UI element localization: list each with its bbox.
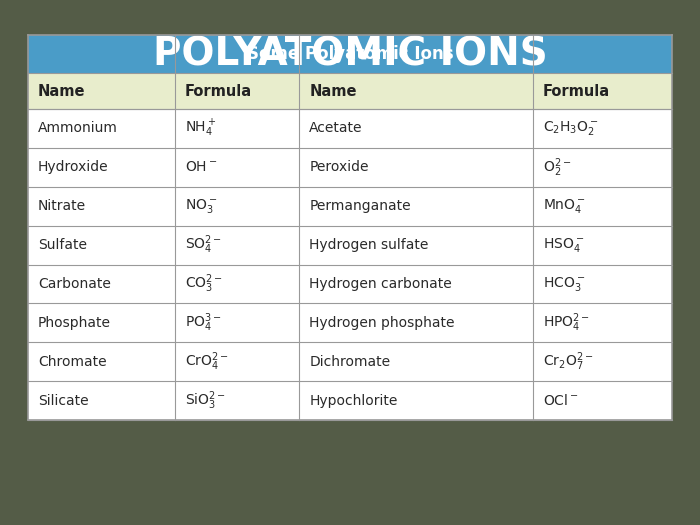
Text: HCO$_3^-$: HCO$_3^-$	[542, 275, 585, 293]
Text: Acetate: Acetate	[309, 121, 363, 135]
Text: Cr$_2$O$_7^{2-}$: Cr$_2$O$_7^{2-}$	[542, 350, 593, 373]
Text: CO$_3^{2-}$: CO$_3^{2-}$	[185, 272, 223, 295]
Text: PO$_4^{3-}$: PO$_4^{3-}$	[185, 311, 221, 334]
Text: SO$_4^{2-}$: SO$_4^{2-}$	[185, 234, 222, 256]
Text: Hydrogen carbonate: Hydrogen carbonate	[309, 277, 452, 291]
Bar	[28, 73, 672, 109]
Text: Hydrogen sulfate: Hydrogen sulfate	[309, 238, 428, 252]
Text: SiO$_3^{2-}$: SiO$_3^{2-}$	[185, 389, 226, 412]
Text: Dichromate: Dichromate	[309, 355, 391, 369]
Text: Hydrogen phosphate: Hydrogen phosphate	[309, 316, 455, 330]
Text: Silicate: Silicate	[38, 394, 89, 407]
Text: Phosphate: Phosphate	[38, 316, 111, 330]
Text: Permanganate: Permanganate	[309, 199, 411, 213]
Text: Nitrate: Nitrate	[38, 199, 86, 213]
Text: O$_2^{2-}$: O$_2^{2-}$	[542, 156, 571, 178]
Bar	[28, 35, 672, 420]
Text: Ammonium: Ammonium	[38, 121, 118, 135]
Text: Some Polyatomic Ions: Some Polyatomic Ions	[246, 45, 454, 63]
Text: Name: Name	[38, 83, 85, 99]
Text: OH$^-$: OH$^-$	[185, 160, 218, 174]
Text: Name: Name	[309, 83, 357, 99]
Text: Carbonate: Carbonate	[38, 277, 111, 291]
Text: C$_2$H$_3$O$_2^-$: C$_2$H$_3$O$_2^-$	[542, 120, 598, 138]
Text: CrO$_4^{2-}$: CrO$_4^{2-}$	[185, 350, 228, 373]
Text: Chromate: Chromate	[38, 355, 106, 369]
Text: NO$_3^-$: NO$_3^-$	[185, 197, 217, 215]
Text: Hydroxide: Hydroxide	[38, 160, 108, 174]
Text: HSO$_4^-$: HSO$_4^-$	[542, 236, 584, 254]
Text: Hypochlorite: Hypochlorite	[309, 394, 398, 407]
Text: POLYATOMIC IONS: POLYATOMIC IONS	[153, 36, 547, 74]
Text: OCl$^-$: OCl$^-$	[542, 393, 578, 408]
Text: MnO$_4^-$: MnO$_4^-$	[542, 197, 585, 215]
Text: Sulfate: Sulfate	[38, 238, 87, 252]
Text: Formula: Formula	[542, 83, 610, 99]
Text: Peroxide: Peroxide	[309, 160, 369, 174]
Text: Formula: Formula	[185, 83, 252, 99]
Text: NH$_4^+$: NH$_4^+$	[185, 118, 216, 139]
Bar	[28, 35, 672, 73]
Text: HPO$_4^{2-}$: HPO$_4^{2-}$	[542, 311, 589, 334]
